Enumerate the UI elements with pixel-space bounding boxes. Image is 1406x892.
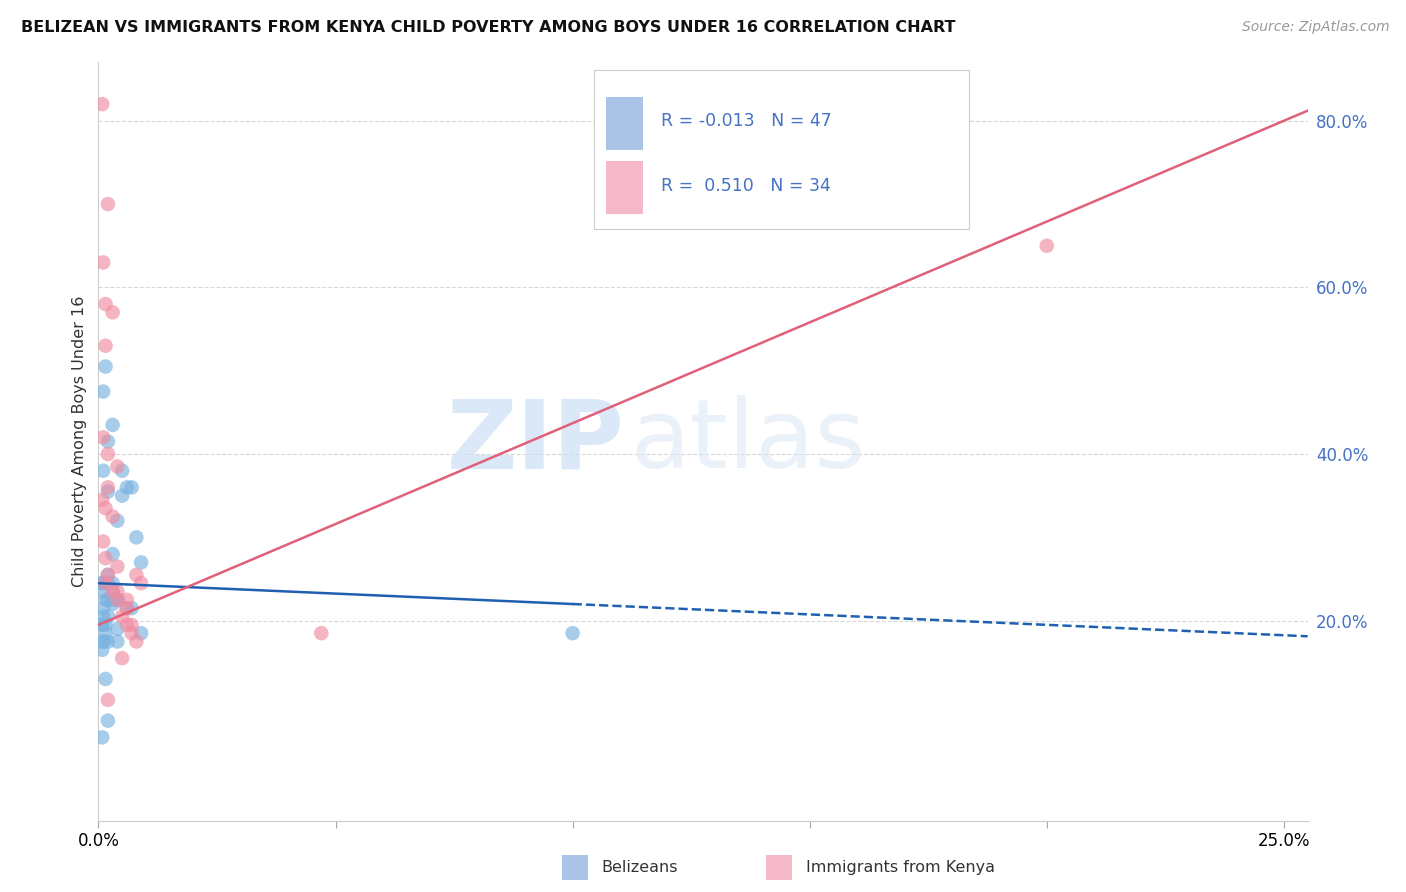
- Point: [94, 359, 117, 374]
- Point: [101, 305, 124, 319]
- Point: [115, 480, 138, 494]
- Point: [94, 672, 117, 686]
- Point: [561, 626, 583, 640]
- Text: ZIP: ZIP: [447, 395, 624, 488]
- Point: [129, 576, 152, 591]
- Point: [91, 634, 114, 648]
- Text: atlas: atlas: [630, 395, 866, 488]
- Point: [101, 417, 124, 432]
- Point: [101, 576, 124, 591]
- Point: [91, 97, 114, 112]
- Point: [97, 592, 120, 607]
- Point: [91, 384, 114, 399]
- Point: [91, 576, 114, 591]
- Point: [125, 634, 148, 648]
- Point: [97, 484, 120, 499]
- Point: [97, 567, 120, 582]
- Point: [125, 530, 148, 544]
- Point: [105, 584, 128, 599]
- Point: [94, 617, 117, 632]
- Point: [105, 592, 128, 607]
- Point: [105, 459, 128, 474]
- Point: [91, 731, 114, 745]
- FancyBboxPatch shape: [606, 161, 643, 214]
- Point: [97, 634, 120, 648]
- Point: [97, 197, 120, 211]
- Point: [115, 592, 138, 607]
- Point: [91, 609, 114, 624]
- Point: [105, 514, 128, 528]
- Text: Belizeans: Belizeans: [602, 860, 678, 874]
- Text: Source: ZipAtlas.com: Source: ZipAtlas.com: [1241, 20, 1389, 34]
- Point: [94, 501, 117, 516]
- Point: [105, 559, 128, 574]
- Point: [91, 255, 114, 269]
- Point: [115, 601, 138, 615]
- Point: [91, 643, 114, 657]
- Point: [111, 489, 134, 503]
- Point: [105, 592, 128, 607]
- Point: [97, 714, 120, 728]
- Point: [115, 617, 138, 632]
- Point: [105, 622, 128, 636]
- Point: [121, 617, 143, 632]
- Text: BELIZEAN VS IMMIGRANTS FROM KENYA CHILD POVERTY AMONG BOYS UNDER 16 CORRELATION : BELIZEAN VS IMMIGRANTS FROM KENYA CHILD …: [21, 20, 956, 35]
- FancyBboxPatch shape: [595, 70, 969, 229]
- Point: [91, 601, 114, 615]
- Text: R =  0.510   N = 34: R = 0.510 N = 34: [661, 177, 831, 195]
- Point: [97, 447, 120, 461]
- Point: [101, 592, 124, 607]
- Y-axis label: Child Poverty Among Boys Under 16: Child Poverty Among Boys Under 16: [72, 296, 87, 587]
- Point: [1036, 238, 1059, 252]
- Point: [94, 339, 117, 353]
- Point: [94, 551, 117, 566]
- Point: [97, 576, 120, 591]
- Point: [97, 434, 120, 449]
- Point: [125, 567, 148, 582]
- Point: [129, 626, 152, 640]
- Point: [91, 584, 114, 599]
- FancyBboxPatch shape: [606, 96, 643, 150]
- Point: [91, 634, 114, 648]
- Point: [101, 584, 124, 599]
- Point: [91, 464, 114, 478]
- Point: [91, 576, 114, 591]
- Point: [97, 693, 120, 707]
- Point: [311, 626, 333, 640]
- Point: [101, 597, 124, 611]
- Point: [121, 601, 143, 615]
- Point: [94, 576, 117, 591]
- Point: [91, 617, 114, 632]
- Point: [101, 509, 124, 524]
- Point: [97, 567, 120, 582]
- Point: [105, 592, 128, 607]
- Point: [94, 297, 117, 311]
- Point: [121, 626, 143, 640]
- Point: [97, 609, 120, 624]
- Point: [97, 480, 120, 494]
- Point: [111, 609, 134, 624]
- Point: [121, 480, 143, 494]
- Point: [91, 430, 114, 444]
- Point: [94, 592, 117, 607]
- Point: [91, 492, 114, 507]
- Point: [94, 626, 117, 640]
- Point: [101, 584, 124, 599]
- Point: [105, 634, 128, 648]
- Point: [101, 547, 124, 561]
- Point: [115, 601, 138, 615]
- Point: [91, 534, 114, 549]
- Point: [111, 464, 134, 478]
- Point: [111, 651, 134, 665]
- Text: R = -0.013   N = 47: R = -0.013 N = 47: [661, 112, 831, 130]
- Text: Immigrants from Kenya: Immigrants from Kenya: [806, 860, 994, 874]
- Point: [129, 555, 152, 569]
- Point: [91, 617, 114, 632]
